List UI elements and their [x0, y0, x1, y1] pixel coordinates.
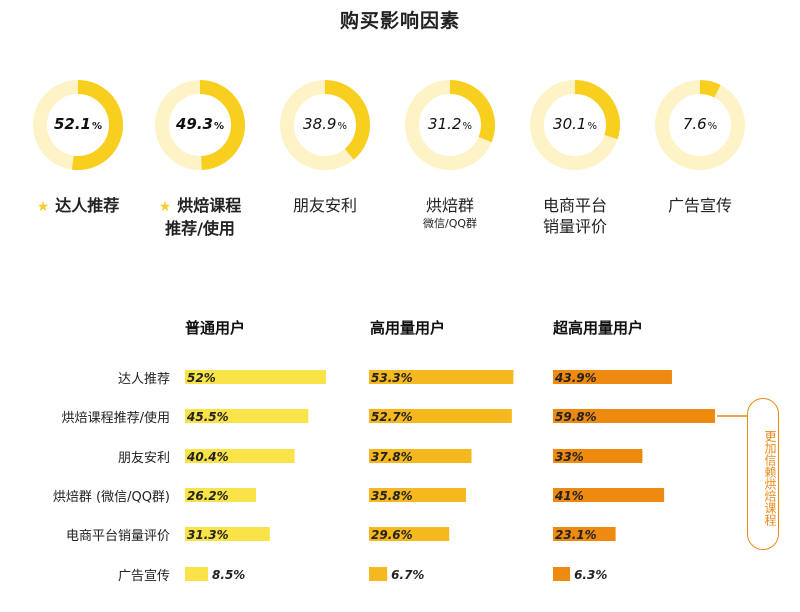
- bar: [553, 449, 643, 463]
- bar: [369, 488, 467, 502]
- row-label: 朋友安利: [117, 451, 170, 466]
- star-icon: ★: [36, 199, 50, 215]
- donut-label-text: 电商平台: [542, 196, 607, 215]
- column-header-super-high: 超高用量用户: [553, 319, 644, 337]
- bar-value-label: 8.5%: [212, 568, 245, 582]
- bar-value-label: 33%: [555, 450, 584, 464]
- bar: [553, 370, 672, 384]
- donut-value: 31.2%: [405, 115, 495, 133]
- donut-value-percent: %: [337, 121, 347, 132]
- donut-value: 30.1%: [530, 115, 620, 133]
- row-label: 电商平台销量评价: [65, 529, 170, 544]
- donut-value-number: 38.9: [303, 115, 337, 133]
- bar: [185, 567, 209, 581]
- bar-value-label: 41%: [554, 489, 584, 503]
- donut-charts: [33, 80, 745, 170]
- bar: [553, 567, 571, 581]
- row-label: 烘焙群 (微信/QQ群): [52, 490, 170, 505]
- donut-arc: [33, 80, 123, 170]
- bar: [369, 370, 514, 384]
- bar: [369, 567, 388, 581]
- row-label: 烘焙课程推荐/使用: [61, 411, 170, 426]
- bar-value-label: 31.3%: [187, 528, 229, 542]
- bar: [185, 409, 309, 423]
- bar-value-label: 45.5%: [186, 410, 229, 424]
- donut-arc: [655, 80, 745, 170]
- donut-arc: [155, 80, 245, 170]
- bar: [553, 527, 616, 541]
- row-label: 达人推荐: [117, 372, 170, 387]
- donut-label: 广告宣传: [635, 195, 765, 216]
- donut-label-text: 广告宣传: [667, 196, 732, 215]
- donut-label-text: 达人推荐: [55, 196, 120, 215]
- donut-value-number: 52.1: [53, 115, 91, 133]
- donut-label-text: 朋友安利: [292, 196, 357, 215]
- bar-value-label: 35.8%: [371, 489, 413, 503]
- bar-value-label: 37.8%: [371, 450, 413, 464]
- bar-value-label: 40.4%: [186, 450, 229, 464]
- bar: [185, 488, 257, 502]
- donut-arc: [530, 80, 620, 170]
- bar-value-label: 26.2%: [187, 489, 229, 503]
- donut-label-text: 烘焙课程: [177, 196, 242, 215]
- donut-arc: [280, 80, 370, 170]
- donut-value-percent: %: [91, 121, 103, 132]
- donut-value-number: 7.6: [682, 115, 707, 133]
- donut-value: 38.9%: [280, 115, 370, 133]
- bar-value-label: 29.6%: [371, 528, 413, 542]
- donut-value-percent: %: [462, 121, 472, 132]
- donut-label: 朋友安利: [260, 195, 390, 216]
- donut-value: 7.6%: [655, 115, 745, 133]
- donut-value-percent: %: [707, 121, 718, 132]
- bar-value-label: 53.3%: [371, 371, 413, 385]
- bar-value-label: 6.3%: [574, 568, 607, 582]
- donut-value: 49.3%: [155, 115, 245, 133]
- bar: [553, 488, 665, 502]
- star-icon: ★: [158, 199, 172, 215]
- donut-value-number: 49.3: [175, 115, 213, 133]
- donut-arc: [405, 80, 495, 170]
- bar-value-label: 52%: [187, 371, 216, 385]
- bar-value-label: 52.7%: [371, 410, 413, 424]
- donut-label: 烘焙群微信/QQ群: [385, 195, 515, 231]
- bar: [553, 409, 716, 423]
- donut-label-text: 烘焙群: [425, 196, 474, 215]
- donut-label: ★ 达人推荐: [13, 195, 143, 218]
- bar: [369, 527, 450, 541]
- bar: [185, 449, 295, 463]
- row-label: 广告宣传: [117, 569, 170, 584]
- callout-trust-courses: 更加信赖烘焙课程: [747, 398, 779, 550]
- donut-value-number: 31.2: [428, 115, 462, 133]
- bar: [369, 449, 472, 463]
- donut-value-percent: %: [213, 121, 225, 132]
- donut-label: ★ 烘焙课程推荐/使用: [135, 195, 265, 239]
- donut-label-subtext: 微信/QQ群: [422, 217, 478, 230]
- donut-value-percent: %: [587, 121, 597, 132]
- column-header-regular: 普通用户: [185, 319, 246, 337]
- donut-label-text-line2: 推荐/使用: [165, 219, 235, 238]
- bar: [185, 527, 270, 541]
- chart-title: 购买影响因素: [339, 10, 460, 32]
- bar-value-label: 59.8%: [555, 410, 597, 424]
- bar-value-label: 23.1%: [555, 528, 597, 542]
- donut-value: 52.1%: [33, 115, 123, 133]
- bar: [369, 409, 512, 423]
- bar-value-label: 6.7%: [391, 568, 424, 582]
- column-header-high: 高用量用户: [370, 319, 446, 337]
- donut-label: 电商平台 销量评价: [510, 195, 640, 237]
- bar-value-label: 43.9%: [554, 371, 597, 385]
- donut-value-number: 30.1: [553, 115, 587, 133]
- bar: [185, 370, 326, 384]
- donut-label-text-line2: 销量评价: [542, 217, 607, 236]
